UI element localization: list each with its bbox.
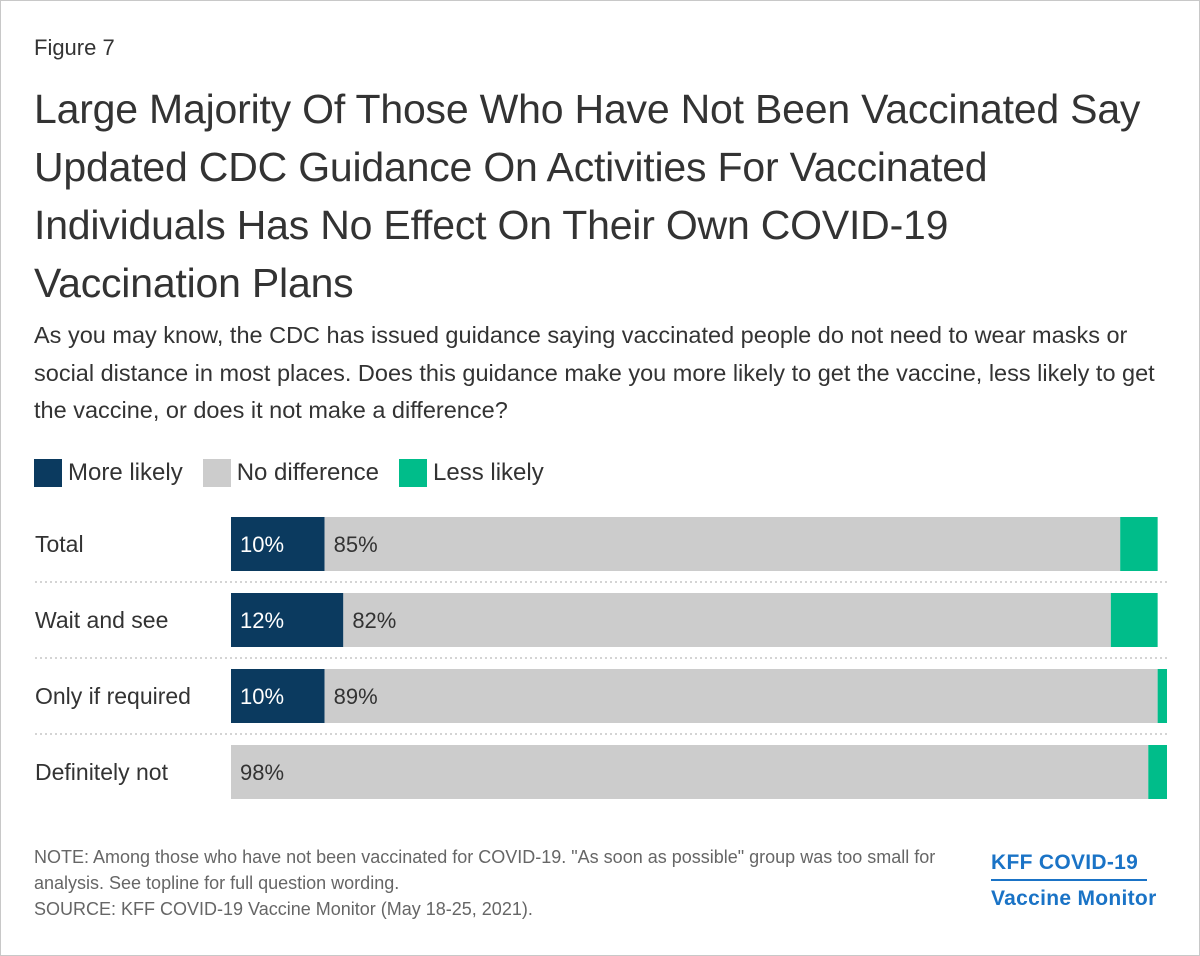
category-label-definitely-not: Definitely not (35, 759, 169, 785)
bar-total-less-likely (1120, 517, 1158, 571)
figure-label: Figure 7 (34, 35, 115, 60)
data-label-definitely-not-no-difference: 98% (240, 760, 284, 785)
bar-wait-and-see-more-likely (231, 593, 344, 647)
brand-line-1: KFF COVID-19 (991, 851, 1139, 874)
source-text: SOURCE: KFF COVID-19 Vaccine Monitor (Ma… (34, 899, 533, 919)
note-text: NOTE: Among those who have not been vacc… (34, 847, 936, 893)
legend-item-no-difference: No difference (202, 459, 380, 487)
bar-wait-and-see-less-likely (1110, 593, 1158, 647)
brand-line-2: Vaccine Monitor (991, 887, 1157, 910)
kff-logo: KFF COVID-19 Vaccine Monitor (991, 851, 1171, 911)
bar-wait-and-see-no-difference (343, 593, 1111, 647)
legend-swatch-less-likely (399, 459, 428, 487)
chart-legend: More likely No difference Less likely (34, 458, 564, 488)
category-label-wait-and-see: Wait and see (35, 607, 168, 633)
data-label-wait-and-see-no-difference: 82% (352, 608, 396, 633)
data-label-only-if-required-more-likely: 10% (240, 684, 284, 709)
data-label-only-if-required-no-difference: 89% (334, 684, 378, 709)
category-label-total: Total (35, 531, 84, 557)
legend-swatch-no-difference (202, 459, 231, 487)
bar-definitely-not-no-difference (231, 745, 1149, 799)
legend-label-no-difference: No difference (236, 459, 380, 486)
chart-notes: NOTE: Among those who have not been vacc… (34, 844, 954, 922)
legend-item-less-likely: Less likely (399, 459, 544, 487)
bar-total-more-likely (231, 517, 325, 571)
legend-label-more-likely: More likely (68, 459, 183, 486)
bar-total-no-difference (324, 517, 1121, 571)
brand-rule (991, 879, 1147, 881)
legend-label-less-likely: Less likely (433, 459, 544, 486)
category-label-only-if-required: Only if required (35, 683, 191, 709)
legend-swatch-more-likely (34, 459, 62, 487)
bar-only-if-required-more-likely (231, 669, 325, 723)
bar-only-if-required-no-difference (324, 669, 1158, 723)
bar-definitely-not-less-likely (1148, 745, 1167, 799)
data-label-wait-and-see-more-likely: 12% (240, 608, 284, 633)
chart-subtitle: As you may know, the CDC has issued guid… (34, 322, 1155, 423)
legend-item-more-likely: More likely (34, 459, 183, 487)
bar-only-if-required-less-likely (1157, 669, 1167, 723)
chart-title: Large Majority Of Those Who Have Not Bee… (34, 86, 1141, 306)
data-label-total-more-likely: 10% (240, 532, 284, 557)
stacked-bar-chart: Total 10% 85% Wait and see 12% 82% Only if req… (35, 517, 1167, 799)
data-label-total-no-difference: 85% (334, 532, 378, 557)
